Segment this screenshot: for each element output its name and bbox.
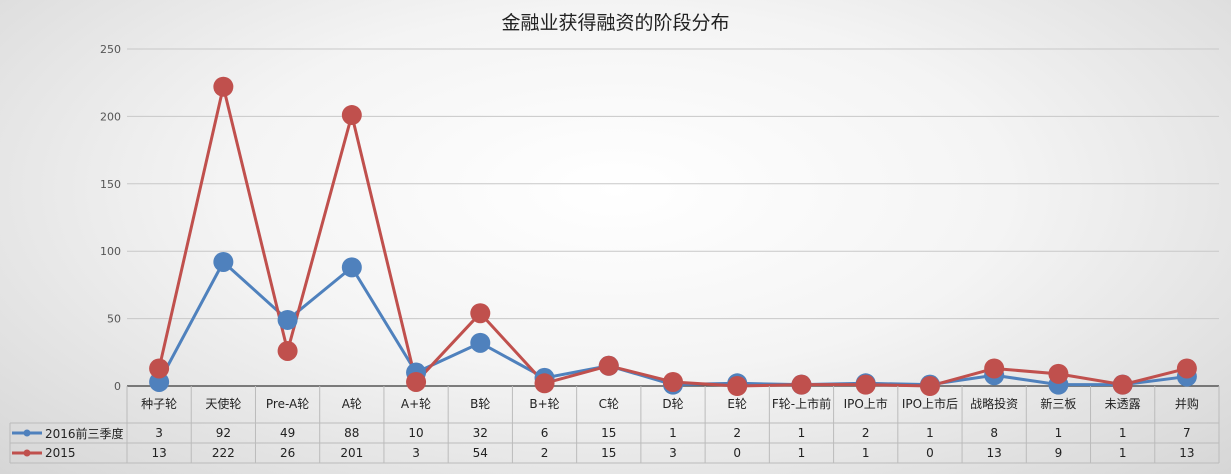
x-tick-label: B轮 xyxy=(470,397,491,411)
data-label: 3 xyxy=(412,445,420,460)
x-tick-label: 战略投资 xyxy=(970,397,1019,411)
data-label: 0 xyxy=(926,445,934,460)
series-line-1 xyxy=(157,85,1188,388)
data-point-1 xyxy=(598,355,619,376)
chart-title: 金融业获得融资的阶段分布 xyxy=(501,12,730,34)
data-label: 201 xyxy=(340,445,364,460)
data-point-1 xyxy=(727,376,748,396)
data-label: 92 xyxy=(215,425,231,440)
data-label: 49 xyxy=(279,425,296,440)
data-label: 1 xyxy=(926,425,934,440)
data-label: 1 xyxy=(669,425,677,440)
data-label: 9 xyxy=(1054,445,1063,460)
data-point-0 xyxy=(277,309,298,330)
series-line-0 xyxy=(157,260,1188,387)
x-tick-label: A轮 xyxy=(341,397,362,411)
x-tick-label: 未透露 xyxy=(1104,397,1141,411)
data-label: 1 xyxy=(797,445,806,460)
x-tick-label: 新三板 xyxy=(1040,397,1077,411)
data-point-1 xyxy=(791,374,812,395)
data-label: 222 xyxy=(211,445,235,460)
data-label: 2 xyxy=(733,425,742,440)
data-label: 32 xyxy=(472,425,488,440)
y-tick-label: 50 xyxy=(107,313,121,326)
data-point-0 xyxy=(470,332,491,353)
data-point-0 xyxy=(213,251,234,272)
x-tick-label: E轮 xyxy=(727,397,748,411)
data-point-1 xyxy=(855,374,876,395)
data-label: 7 xyxy=(1183,425,1191,440)
legend-entry: 2015 xyxy=(10,443,127,463)
data-label: 15 xyxy=(601,445,617,460)
data-label: 2 xyxy=(861,425,870,440)
x-tick-label: A+轮 xyxy=(400,397,432,411)
y-tick-label: 0 xyxy=(114,380,121,393)
data-label: 3 xyxy=(669,445,677,460)
data-label: 1 xyxy=(1118,445,1127,460)
x-tick-label: IPO上市 xyxy=(843,397,888,411)
legend-label: 2016前三季度 xyxy=(45,426,124,441)
data-point-1 xyxy=(277,340,298,361)
legend-entry: 2016前三季度 xyxy=(10,423,127,443)
y-tick-label: 250 xyxy=(100,43,121,56)
data-point-1 xyxy=(919,376,940,396)
data-label: 13 xyxy=(1179,445,1195,460)
data-point-1 xyxy=(984,358,1005,379)
data-label: 26 xyxy=(279,445,296,460)
data-point-1 xyxy=(470,303,491,324)
data-point-1 xyxy=(213,76,234,97)
data-label: 1 xyxy=(797,425,806,440)
data-point-1 xyxy=(341,105,362,126)
data-label: 54 xyxy=(472,445,488,460)
data-label: 13 xyxy=(151,445,167,460)
data-label: 1 xyxy=(1054,425,1063,440)
x-tick-label: 种子轮 xyxy=(141,397,178,411)
data-label: 10 xyxy=(408,425,424,440)
data-label: 1 xyxy=(1118,425,1127,440)
data-point-1 xyxy=(406,371,427,392)
x-tick-label: B+轮 xyxy=(529,397,560,411)
legend-label: 2015 xyxy=(45,446,76,460)
data-point-1 xyxy=(663,371,683,392)
data-point-1 xyxy=(1112,374,1133,395)
data-point-1 xyxy=(1176,358,1197,379)
data-label: 2 xyxy=(540,445,549,460)
data-label: 8 xyxy=(990,425,998,440)
data-point-1 xyxy=(1048,363,1069,384)
x-tick-label: 天使轮 xyxy=(205,397,242,411)
data-label: 15 xyxy=(601,425,617,440)
data-label: 0 xyxy=(733,445,742,460)
x-tick-label: C轮 xyxy=(598,397,619,411)
data-point-1 xyxy=(149,358,170,379)
x-tick-label: 并购 xyxy=(1174,397,1199,411)
data-label: 88 xyxy=(344,425,360,440)
data-label: 6 xyxy=(540,425,549,440)
y-tick-label: 200 xyxy=(100,110,121,123)
data-label: 1 xyxy=(861,445,870,460)
data-label: 13 xyxy=(986,445,1002,460)
legend-marker-icon xyxy=(12,449,42,457)
y-tick-label: 100 xyxy=(100,245,121,258)
data-label: 3 xyxy=(155,425,163,440)
x-tick-label: IPO上市后 xyxy=(901,397,959,411)
data-point-0 xyxy=(341,257,362,278)
x-tick-label: D轮 xyxy=(662,397,684,411)
data-point-1 xyxy=(534,373,555,394)
legend-marker-icon xyxy=(12,429,42,437)
y-tick-label: 150 xyxy=(100,178,121,191)
x-tick-label: Pre-A轮 xyxy=(265,397,310,411)
x-tick-label: F轮-上市前 xyxy=(771,397,832,411)
